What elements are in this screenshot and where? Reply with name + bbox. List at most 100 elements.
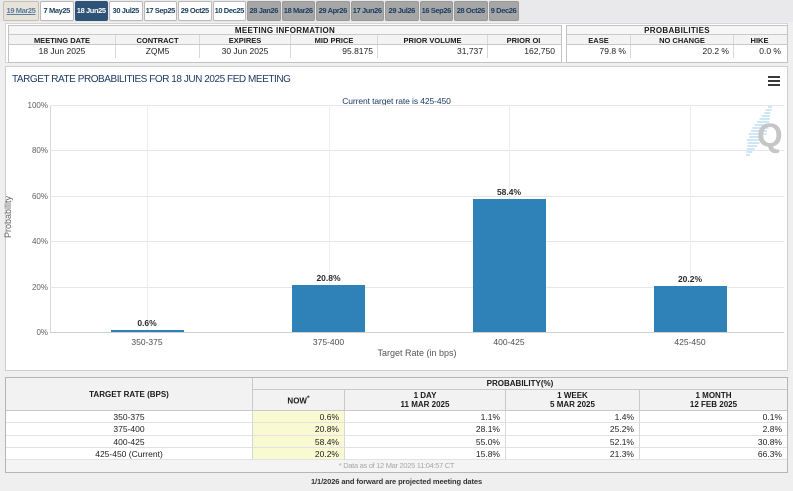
one-week-column-header: 1 WEEK 5 MAR 2025 <box>506 390 640 411</box>
probabilities-summary-title: PROBABILITIES <box>567 26 787 35</box>
tab-label: 18 Mar26 <box>283 6 313 15</box>
one-week-cell: 1.4% <box>506 411 640 424</box>
bar-425-450[interactable] <box>653 286 727 332</box>
one-month-column-header: 1 MONTH 12 FEB 2025 <box>640 390 787 411</box>
meeting-information-table: MEETING INFORMATION MEETING DATE CONTRAC… <box>8 25 562 63</box>
bar-value-label: 20.2% <box>677 274 703 285</box>
category-label: 375-400 <box>312 337 345 347</box>
info-tables-panel: MEETING INFORMATION MEETING DATE CONTRAC… <box>5 23 788 63</box>
tab-label: 19 Mar25 <box>6 6 36 15</box>
one-week-cell: 25.2% <box>506 423 640 436</box>
gridline <box>50 150 784 152</box>
tab-meeting-3[interactable]: 30 Jul25 <box>109 1 143 21</box>
tab-meeting-10[interactable]: 17 Jun26 <box>350 1 384 21</box>
one-week-cell: 52.1% <box>506 435 640 448</box>
hike-value: 0.0 % <box>759 46 781 56</box>
xaxis-line <box>50 332 784 333</box>
prior-volume-value: 31,737 <box>378 45 488 58</box>
tab-meeting-5[interactable]: 29 Oct25 <box>178 1 212 21</box>
tab-meeting-13[interactable]: 28 Oct26 <box>454 1 488 21</box>
tab-meeting-12[interactable]: 16 Sep26 <box>419 1 453 21</box>
col-header-date: 11 MAR 2025 <box>400 400 450 409</box>
tab-meeting-14[interactable]: 9 Dec26 <box>488 1 519 21</box>
ytick-label: 0% <box>36 328 48 337</box>
tab-label: 16 Sep26 <box>421 6 452 15</box>
tab-label: 17 Jun26 <box>352 6 382 15</box>
tab-label: 18 Jun25 <box>76 6 106 15</box>
menu-icon-bar <box>768 84 780 86</box>
tab-label: 17 Sep25 <box>145 6 176 15</box>
chart-title: TARGET RATE PROBABILITIES FOR 18 JUN 202… <box>12 74 291 85</box>
chart-subtitle: Current target rate is 425-450 <box>342 96 451 106</box>
tab-label: 28 Oct26 <box>456 6 485 15</box>
col-header-line: NOW* <box>253 394 344 406</box>
one-month-cell: 0.1% <box>640 411 787 424</box>
tab-label: 29 Apr26 <box>318 6 348 15</box>
chart-menu-icon[interactable] <box>768 76 780 88</box>
gridline <box>50 195 784 197</box>
tab-meeting-9[interactable]: 29 Apr26 <box>316 1 350 21</box>
one-day-cell: 1.1% <box>345 411 506 424</box>
bar-400-425[interactable] <box>472 199 546 332</box>
projected-dates-note: 1/1/2026 and forward are projected meeti… <box>310 477 483 486</box>
one-day-cell: 28.1% <box>345 423 506 436</box>
no-change-value: 20.2 % <box>631 45 734 58</box>
rate-cell: 400-425 <box>6 435 253 448</box>
col-header-label: NOW <box>287 396 307 406</box>
tab-label: 28 Jan26 <box>249 6 279 15</box>
tab-meeting-6[interactable]: 10 Dec25 <box>212 1 246 21</box>
column-header: HIKE <box>750 36 769 44</box>
tab-meeting-2[interactable]: 18 Jun25 <box>74 1 108 21</box>
rate-column-header: TARGET RATE (BPS) <box>6 378 253 411</box>
col-header-date: 5 MAR 2025 <box>550 400 595 409</box>
column-header: MID PRICE <box>291 35 378 44</box>
one-month-cell: 30.8% <box>640 435 787 448</box>
now-cell: 58.4% <box>253 435 345 448</box>
gridline <box>50 286 784 288</box>
column-header: EXPIRES <box>200 35 291 44</box>
category-label: 350-375 <box>131 337 163 347</box>
tab-meeting-11[interactable]: 29 Jul26 <box>385 1 419 21</box>
rate-cell: 375-400 <box>6 423 253 436</box>
tab-label: 29 Oct25 <box>180 6 209 15</box>
quikstrike-watermark: Q <box>722 103 788 172</box>
meeting-tabbar: 19 Mar25 7 May25 18 Jun25 30 Jul25 17 Se… <box>0 0 793 22</box>
one-month-cell: 2.8% <box>640 423 787 436</box>
probabilities-summary-table: PROBABILITIES EASE NO CHANGE HIKE 79.8 %… <box>566 25 788 63</box>
tab-label: 10 Dec25 <box>214 6 245 15</box>
tab-label: 9 Dec26 <box>490 6 517 15</box>
ytick-label: 80% <box>31 146 48 156</box>
tab-meeting-0[interactable]: 19 Mar25 <box>3 1 39 21</box>
watermark-q-letter: Q <box>757 117 783 154</box>
gridline <box>50 105 784 106</box>
col-header-label: 1 WEEK <box>557 391 588 400</box>
category-label: 425-450 <box>674 337 706 347</box>
gridline <box>690 105 691 332</box>
expires-value: 30 Jun 2025 <box>200 45 291 58</box>
tab-meeting-8[interactable]: 18 Mar26 <box>281 1 315 21</box>
probability-history-table: TARGET RATE (BPS) PROBABILITY(%) NOW* 1 … <box>5 377 788 473</box>
tab-meeting-4[interactable]: 17 Sep25 <box>143 1 177 21</box>
one-day-cell: 15.8% <box>345 447 506 460</box>
menu-icon-bar <box>768 76 780 78</box>
data-as-of-footnote: * Data as of 12 Mar 2025 11:04:57 CT <box>6 460 787 472</box>
bar-350-375[interactable] <box>110 330 184 332</box>
meeting-date-value: 18 Jun 2025 <box>9 45 116 58</box>
rate-cell: 425-450 (Current) <box>6 447 253 460</box>
tab-label: 30 Jul25 <box>112 6 140 15</box>
menu-icon-bar <box>768 80 780 82</box>
ytick-label: 100% <box>27 101 48 110</box>
bar-375-400[interactable] <box>292 284 365 332</box>
tab-meeting-7[interactable]: 28 Jan26 <box>247 1 281 21</box>
column-header: EASE <box>567 35 631 44</box>
one-week-cell: 21.3% <box>506 447 640 460</box>
category-label: 400-425 <box>493 337 525 347</box>
mid-price-value: 95.8175 <box>291 45 378 58</box>
col-header-date: 12 FEB 2025 <box>689 400 738 409</box>
tab-meeting-1[interactable]: 7 May25 <box>40 1 74 21</box>
xaxis-title: Target Rate (in bps) <box>377 348 457 358</box>
one-month-cell: 66.3% <box>640 447 787 460</box>
ytick-label: 60% <box>31 191 48 201</box>
one-day-cell: 55.0% <box>345 435 506 448</box>
tab-label: 7 May25 <box>43 6 71 15</box>
